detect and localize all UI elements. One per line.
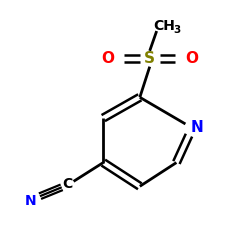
Text: 3: 3 xyxy=(174,25,181,35)
Text: N: N xyxy=(24,194,36,208)
Text: O: O xyxy=(185,51,198,66)
Text: S: S xyxy=(144,51,155,66)
Text: CH: CH xyxy=(154,19,176,33)
Text: C: C xyxy=(62,177,73,191)
Text: N: N xyxy=(191,120,203,136)
Text: O: O xyxy=(102,51,115,66)
